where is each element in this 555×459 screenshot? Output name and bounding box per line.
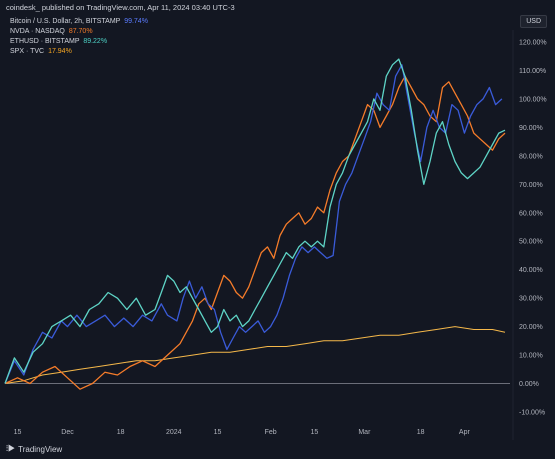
legend-item-eth[interactable]: ETHUSD · BITSTAMP 89.22% xyxy=(10,37,148,47)
y-tick-label: 50.00% xyxy=(519,239,543,246)
x-tick-label: Feb xyxy=(265,429,277,436)
series-line-spx xyxy=(4,326,506,384)
series-line-eth xyxy=(4,58,506,384)
legend-item-spx[interactable]: SPX · TVC 17.94% xyxy=(10,47,148,57)
footer-branding[interactable]: ⫶▶ TradingView xyxy=(6,444,62,454)
y-tick-label: 60.00% xyxy=(519,210,543,217)
brand-name: TradingView xyxy=(18,444,63,454)
tradingview-logo-icon: ⫶▶ xyxy=(6,444,16,453)
y-tick-label: 40.00% xyxy=(519,267,543,274)
legend-value: 99.74% xyxy=(124,18,148,25)
legend-label: NVDA · NASDAQ xyxy=(10,28,65,35)
x-tick-label: 2024 xyxy=(166,429,182,436)
x-tick-label: Apr xyxy=(459,429,471,436)
x-tick-label: 15 xyxy=(214,429,222,436)
y-tick-label: 70.00% xyxy=(519,182,543,189)
x-tick-label: Dec xyxy=(61,429,74,436)
y-tick-label: 80.00% xyxy=(519,153,543,160)
x-tick-label: 15 xyxy=(310,429,318,436)
legend-value: 89.22% xyxy=(83,38,108,45)
legend-value: 87.70% xyxy=(68,28,93,35)
x-tick-label: 15 xyxy=(14,429,22,436)
x-tick-label: 18 xyxy=(417,429,425,436)
y-tick-label: -10.00% xyxy=(519,410,545,417)
y-tick-label: 90.00% xyxy=(519,125,543,132)
chart-legend: Bitcoin / U.S. Dollar, 2h, BITSTAMP 99.7… xyxy=(10,17,148,57)
y-tick-label: 30.00% xyxy=(519,296,543,303)
y-tick-label: 20.00% xyxy=(519,324,543,331)
currency-button[interactable]: USD xyxy=(520,15,547,28)
y-tick-label: 120.00% xyxy=(519,40,547,47)
x-tick-label: Mar xyxy=(358,429,371,436)
legend-value: 17.94% xyxy=(48,48,72,55)
legend-label: ETHUSD · BITSTAMP xyxy=(10,38,80,45)
y-tick-label: 100.00% xyxy=(519,96,547,103)
legend-item-btc[interactable]: Bitcoin / U.S. Dollar, 2h, BITSTAMP 99.7… xyxy=(10,17,148,27)
legend-label: SPX · TVC xyxy=(10,48,45,55)
y-tick-label: 110.00% xyxy=(519,68,546,75)
y-tick-label: 0.00% xyxy=(519,381,539,388)
x-tick-label: 18 xyxy=(117,429,125,436)
y-tick-label: 10.00% xyxy=(519,353,543,360)
series-line-nvda xyxy=(4,75,506,390)
legend-item-nvda[interactable]: NVDA · NASDAQ 87.70% xyxy=(10,27,148,37)
publisher-header: coindesk_ published on TradingView.com, … xyxy=(6,3,235,12)
series-line-btc xyxy=(4,64,503,384)
legend-label: Bitcoin / U.S. Dollar, 2h, BITSTAMP xyxy=(10,18,121,25)
